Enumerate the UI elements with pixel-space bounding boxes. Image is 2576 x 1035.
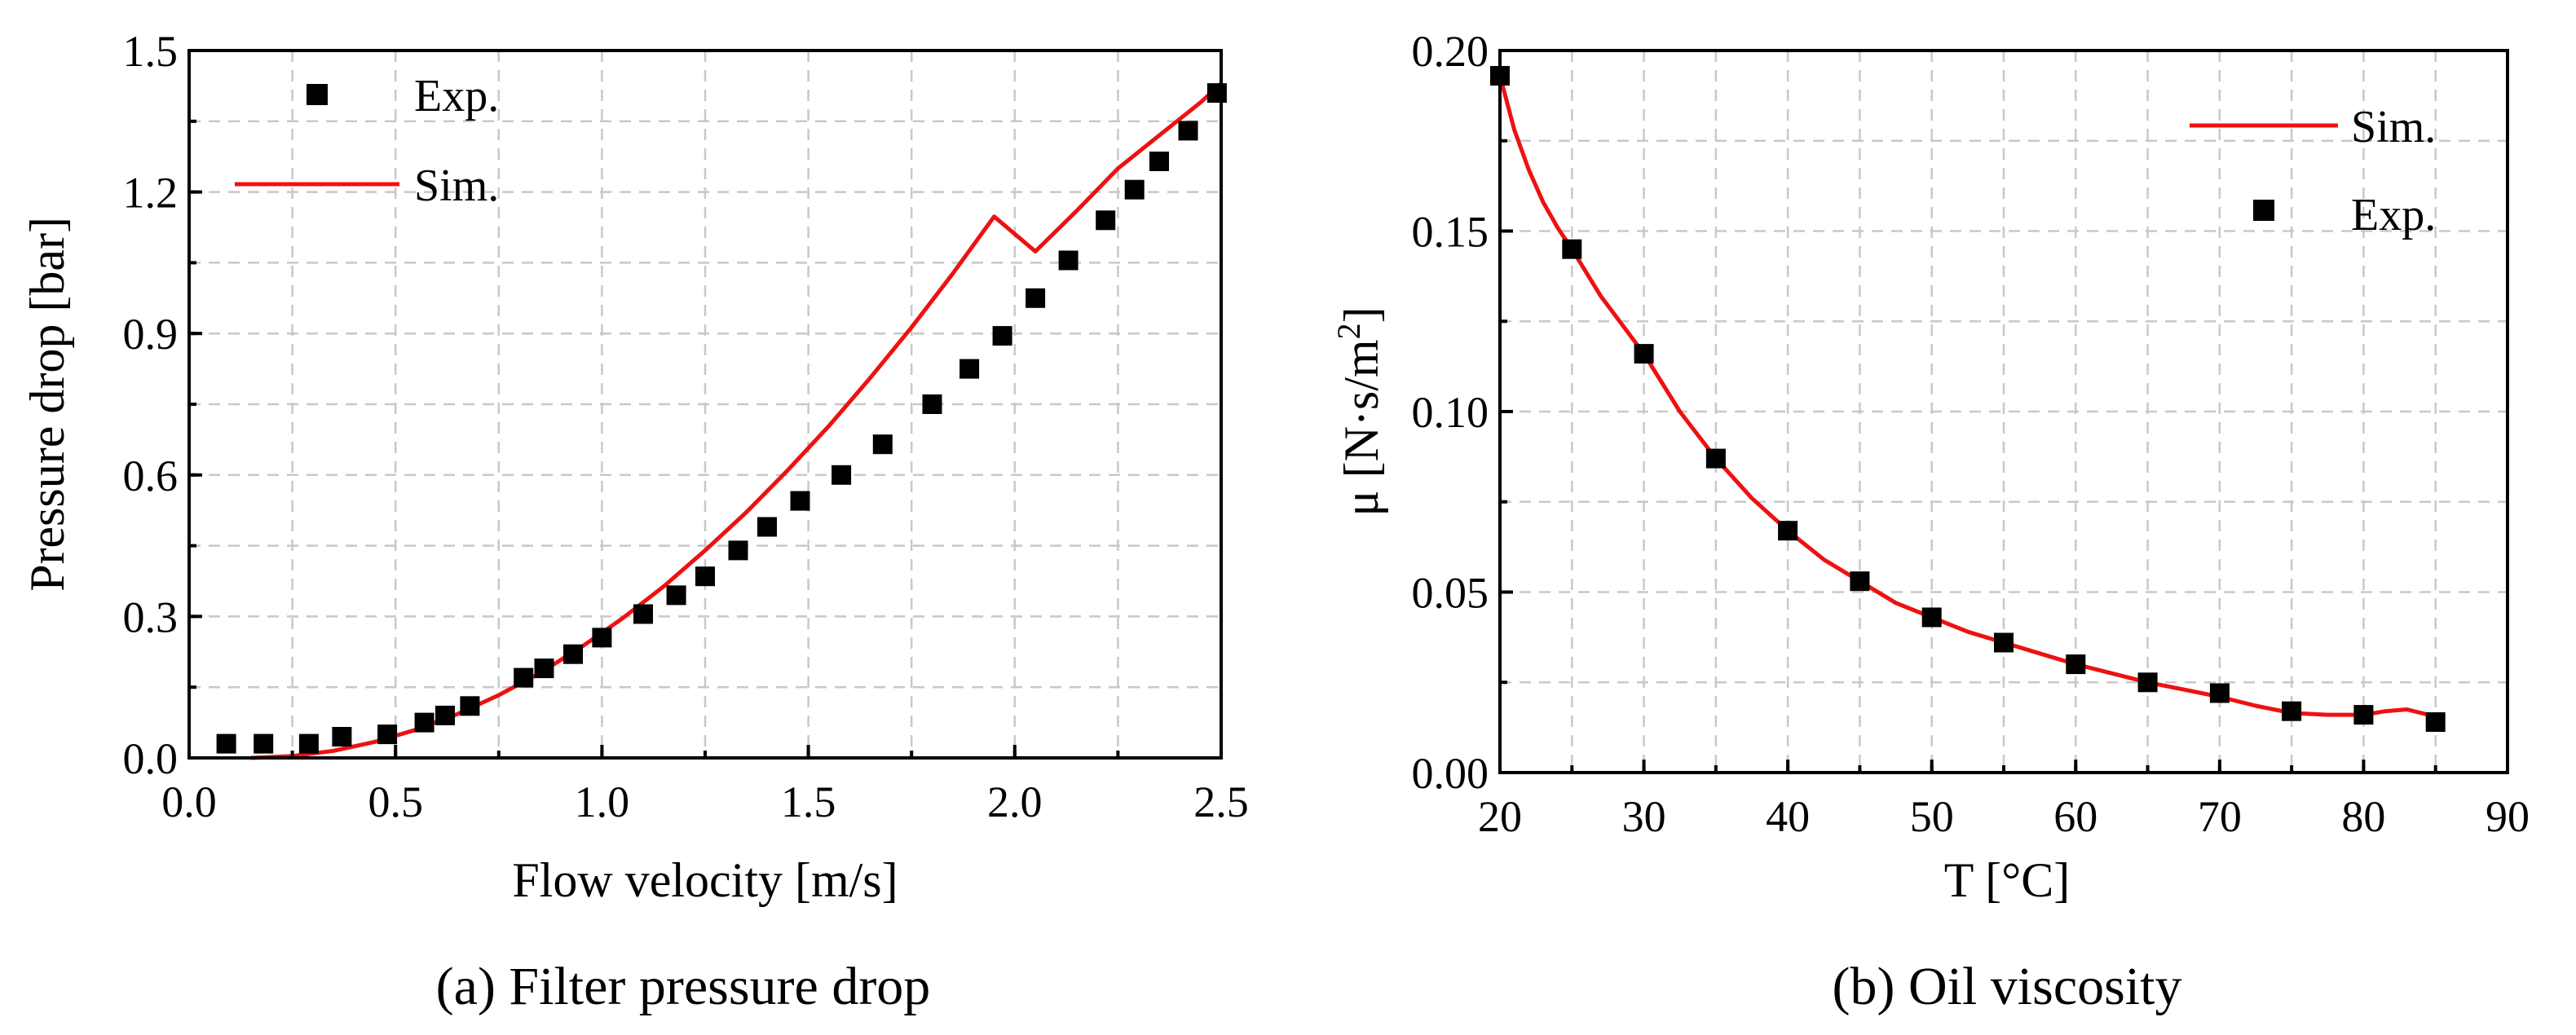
panel-a-exp-point-19 xyxy=(872,434,893,455)
panel-a-legend-exp-marker xyxy=(307,84,328,105)
panel-b-exp-point-5 xyxy=(1850,571,1870,592)
panel-a-grid xyxy=(187,49,1223,760)
panel-a-exp-point-23 xyxy=(1026,288,1046,308)
panel-b-x-tick-label-0: 20 xyxy=(1478,792,1522,841)
panel-b-y-axis-label-main: μ [N·s/m xyxy=(1334,339,1388,516)
panel-a-x-tick-label-1: 0.5 xyxy=(368,777,423,826)
panel-b-exp-point-13 xyxy=(2425,712,2446,732)
panel-b-exp-point-10 xyxy=(2209,683,2230,703)
panel-b-exp-point-3 xyxy=(1705,448,1726,469)
panel-b-x-tick-label-6: 80 xyxy=(2341,792,2385,841)
panel-a-exp-point-0 xyxy=(216,733,236,754)
panel-b-y-axis-label-sup: 2 xyxy=(1330,323,1367,339)
panel-b-y-tick-label-0: 0.00 xyxy=(1412,749,1489,798)
panel-a-x-tick-label-2: 1.0 xyxy=(575,777,630,826)
panel-a-exp-point-11 xyxy=(592,628,612,648)
panel-b-sim-series xyxy=(1498,75,2437,720)
panel-a-exp-series xyxy=(216,83,1227,754)
panel-b-exp-series xyxy=(1490,66,2446,732)
panel-a-exp-point-10 xyxy=(563,644,583,664)
panel-a-exp-point-29 xyxy=(1206,83,1227,104)
panel-a-exp-point-7 xyxy=(460,696,480,716)
panel-a-y-axis-label: Pressure drop [bar] xyxy=(20,217,74,592)
panel-b-legend-sim-label: Sim. xyxy=(2351,102,2436,152)
panel-a-y-tick-label-3: 0.9 xyxy=(123,310,179,359)
panel-b-x-tick-label-7: 90 xyxy=(2486,792,2530,841)
panel-a-exp-point-5 xyxy=(414,712,434,733)
panel-b-exp-point-6 xyxy=(1921,607,1942,628)
panel-b-x-tick-label-4: 60 xyxy=(2053,792,2097,841)
panel-b-legend-exp-marker xyxy=(2253,200,2274,221)
panel-b-x-tick-label-5: 70 xyxy=(2198,792,2242,841)
panel-b-y-axis-label-end: ] xyxy=(1334,306,1388,323)
panel-b-oil-viscosity: 20 30 40 50 60 70 80 90 0.00 0.05 0.10 0.15 0.20 Sim… xyxy=(1330,27,2530,1016)
panel-b-y-axis-label: μ [N·s/m2] xyxy=(1330,306,1388,516)
panel-a-exp-point-18 xyxy=(831,465,852,485)
panel-b-legend: Sim. Exp. xyxy=(2190,102,2436,240)
panel-b-ticks: 20 30 40 50 60 70 80 90 0.00 0.05 0.10 0.15 0.20 xyxy=(1412,27,2530,841)
panel-a-exp-point-27 xyxy=(1149,152,1169,171)
panel-b-y-tick-label-4: 0.20 xyxy=(1412,27,1489,76)
panel-a-exp-point-25 xyxy=(1096,210,1116,231)
panel-a-exp-point-26 xyxy=(1124,179,1145,200)
panel-a-exp-point-24 xyxy=(1058,250,1078,271)
panel-a-ticks: 0.0 0.5 1.0 1.5 2.0 2.5 0.0 0.3 0.6 0.9 1.2 1.5 xyxy=(123,27,1249,826)
panel-b-x-tick-label-1: 30 xyxy=(1622,792,1666,841)
panel-b-x-tick-label-3: 50 xyxy=(1910,792,1954,841)
panel-b-y-tick-label-2: 0.10 xyxy=(1412,388,1489,437)
panel-a-exp-point-2 xyxy=(298,733,319,754)
panel-a-exp-point-15 xyxy=(728,540,748,561)
panel-b-exp-point-1 xyxy=(1562,239,1582,259)
panel-b-y-tick-label-1: 0.05 xyxy=(1412,569,1489,618)
panel-b-exp-point-8 xyxy=(2066,654,2086,675)
panel-a-exp-point-4 xyxy=(377,724,398,745)
panel-a-exp-point-20 xyxy=(922,394,942,414)
panel-b-exp-point-2 xyxy=(1634,344,1654,364)
panel-a-caption: (a) Filter pressure drop xyxy=(436,957,931,1016)
panel-a-exp-point-1 xyxy=(254,733,274,754)
panel-a-x-tick-label-3: 1.5 xyxy=(781,777,836,826)
panel-a-y-tick-label-2: 0.6 xyxy=(123,451,179,500)
panel-a-legend: Exp. Sim. xyxy=(235,71,499,211)
panel-b-exp-point-12 xyxy=(2353,705,2374,725)
panel-b-caption: (b) Oil viscosity xyxy=(1833,957,2182,1016)
panel-b-x-axis-label: T [°C] xyxy=(1944,853,2071,907)
panel-b-exp-point-7 xyxy=(1994,632,2014,653)
panel-a-y-tick-label-1: 0.3 xyxy=(123,592,179,641)
panel-a-exp-point-12 xyxy=(633,604,653,624)
panel-a-exp-point-22 xyxy=(992,326,1012,346)
panel-b-exp-point-11 xyxy=(2282,701,2302,721)
panel-a-exp-point-13 xyxy=(666,585,686,606)
panel-a-legend-sim-label: Sim. xyxy=(414,161,499,211)
panel-a-exp-point-6 xyxy=(435,705,455,725)
panel-a-x-tick-label-0: 0.0 xyxy=(161,777,217,826)
panel-a-y-tick-label-5: 1.5 xyxy=(123,27,179,76)
panel-a-x-axis-label: Flow velocity [m/s] xyxy=(512,853,898,907)
panel-a-y-tick-label-0: 0.0 xyxy=(123,734,179,783)
panel-a-exp-point-28 xyxy=(1178,121,1198,141)
panel-b-exp-point-4 xyxy=(1778,521,1798,541)
panel-b-exp-point-9 xyxy=(2137,672,2158,693)
panel-b-grid xyxy=(1498,49,2509,774)
panel-a-exp-point-8 xyxy=(514,667,534,688)
panel-a-legend-exp-label: Exp. xyxy=(414,71,499,121)
panel-a-x-tick-label-5: 2.5 xyxy=(1193,777,1249,826)
panel-b-y-tick-label-3: 0.15 xyxy=(1412,208,1489,257)
panel-a-exp-point-21 xyxy=(959,359,980,379)
panel-a-exp-point-17 xyxy=(790,491,810,511)
panel-a-exp-point-16 xyxy=(757,517,777,537)
panel-a-exp-point-3 xyxy=(332,727,352,747)
panel-b-x-tick-label-2: 40 xyxy=(1766,792,1810,841)
panel-b-sim-line xyxy=(1498,75,2437,720)
panel-b-legend-exp-label: Exp. xyxy=(2351,190,2436,240)
panel-a-x-tick-label-4: 2.0 xyxy=(987,777,1043,826)
panel-a-exp-point-9 xyxy=(534,658,554,679)
panel-a-filter-pressure-drop: 0.0 0.5 1.0 1.5 2.0 2.5 0.0 0.3 0.6 0.9 1.2 1.5 Exp… xyxy=(20,27,1249,1016)
panel-a-y-tick-label-4: 1.2 xyxy=(123,169,179,218)
panel-a-exp-point-14 xyxy=(695,566,715,587)
